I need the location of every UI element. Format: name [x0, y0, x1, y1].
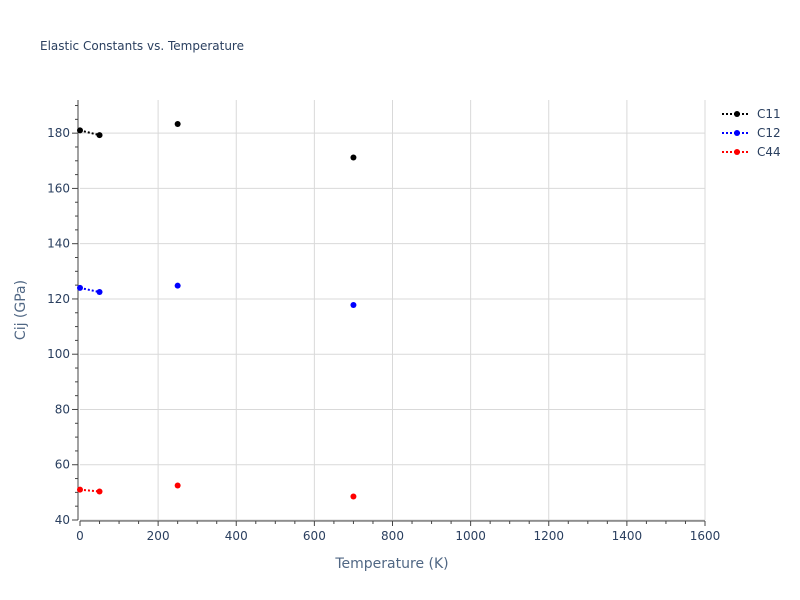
- x-tick-label: 0: [76, 529, 84, 543]
- legend-marker: [734, 149, 740, 155]
- y-tick-label: 100: [47, 347, 70, 361]
- series-line: [79, 286, 100, 294]
- data-point[interactable]: [174, 282, 181, 289]
- legend-item-c44[interactable]: C44: [722, 145, 781, 159]
- grid: [80, 100, 706, 521]
- series-line: [79, 129, 100, 137]
- data-point[interactable]: [77, 486, 83, 493]
- data-point[interactable]: [77, 284, 83, 291]
- legend-label: C12: [757, 126, 781, 140]
- legend-label: C11: [757, 107, 781, 121]
- y-tick-label: 80: [55, 402, 70, 416]
- chart-title: Elastic Constants vs. Temperature: [40, 39, 244, 53]
- x-tick-label: 1000: [455, 529, 486, 543]
- data-point[interactable]: [96, 488, 103, 495]
- series-c12: [77, 282, 357, 309]
- y-tick-label: 40: [55, 513, 70, 527]
- data-point[interactable]: [96, 289, 103, 296]
- x-tick-label: 1400: [612, 529, 643, 543]
- y-tick-label: 180: [47, 126, 70, 140]
- legend-item-c11[interactable]: C11: [722, 107, 781, 121]
- x-tick-label: 200: [147, 529, 170, 543]
- legend-marker: [734, 130, 740, 136]
- series-c44: [77, 482, 357, 500]
- x-tick-label: 800: [381, 529, 404, 543]
- data-point[interactable]: [174, 121, 181, 128]
- x-axis-label: Temperature (K): [334, 556, 448, 572]
- y-tick-label: 140: [47, 237, 70, 251]
- data-point[interactable]: [350, 493, 357, 500]
- series-line: [79, 488, 100, 493]
- data-point[interactable]: [350, 302, 357, 309]
- x-tick-label: 1600: [690, 529, 721, 543]
- y-tick-label: 120: [47, 292, 70, 306]
- x-tick-label: 1200: [533, 529, 564, 543]
- series-layer: [77, 121, 357, 500]
- data-point[interactable]: [96, 132, 103, 139]
- y-tick-label: 60: [55, 458, 70, 472]
- data-point[interactable]: [77, 127, 83, 134]
- legend-marker: [734, 111, 740, 117]
- legend[interactable]: C11 C12 C44: [722, 107, 781, 159]
- series-c11: [77, 121, 357, 161]
- y-axis-label: Cij (GPa): [13, 280, 29, 340]
- x-tick-label: 400: [225, 529, 248, 543]
- y-tick-label: 160: [47, 181, 70, 195]
- legend-item-c12[interactable]: C12: [722, 126, 781, 140]
- data-point[interactable]: [174, 482, 181, 489]
- x-tick-label: 600: [303, 529, 326, 543]
- data-point[interactable]: [350, 154, 357, 161]
- axes: 0 200 400 600 800 1000 1200 1400 1600 40 60 80 100 12…: [47, 100, 720, 543]
- legend-label: C44: [757, 145, 781, 159]
